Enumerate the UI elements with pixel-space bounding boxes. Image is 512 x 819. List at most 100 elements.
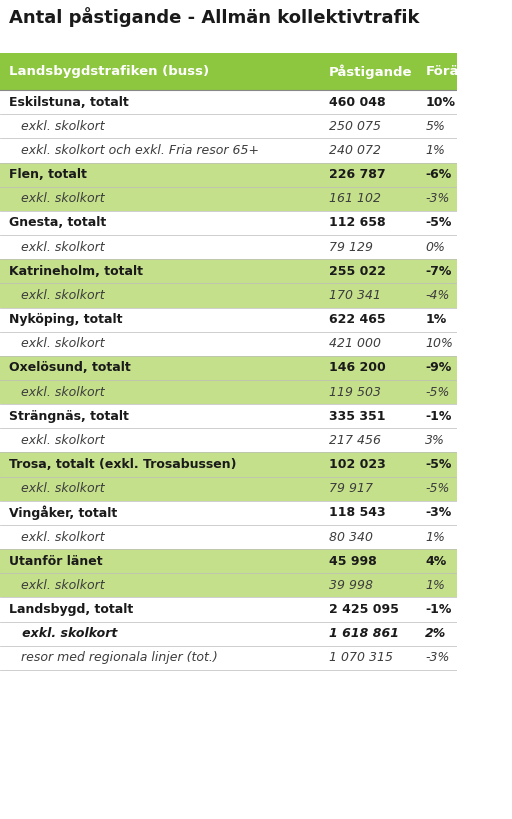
Text: exkl. skolkort: exkl. skolkort [9, 386, 105, 399]
Text: 118 543: 118 543 [329, 506, 386, 519]
Text: Påstigande: Påstigande [329, 65, 413, 79]
Text: 102 023: 102 023 [329, 458, 386, 471]
Text: -1%: -1% [425, 410, 452, 423]
Text: 1%: 1% [425, 144, 445, 157]
FancyBboxPatch shape [0, 115, 457, 138]
Text: -6%: -6% [425, 168, 452, 181]
Text: -3%: -3% [425, 192, 450, 206]
Text: Katrineholm, totalt: Katrineholm, totalt [9, 265, 143, 278]
FancyBboxPatch shape [0, 477, 457, 501]
Text: Landsbygdstrafiken (buss): Landsbygdstrafiken (buss) [9, 66, 209, 78]
Text: Eskilstuna, totalt: Eskilstuna, totalt [9, 96, 129, 109]
Text: 45 998: 45 998 [329, 554, 377, 568]
FancyBboxPatch shape [0, 163, 457, 187]
Text: -1%: -1% [425, 603, 452, 616]
Text: 80 340: 80 340 [329, 531, 373, 544]
Text: 39 998: 39 998 [329, 579, 373, 592]
Text: 460 048: 460 048 [329, 96, 386, 109]
Text: -5%: -5% [425, 216, 452, 229]
Text: exkl. skolkort: exkl. skolkort [9, 579, 105, 592]
Text: Utanför länet: Utanför länet [9, 554, 103, 568]
FancyBboxPatch shape [0, 598, 457, 622]
Text: 4%: 4% [425, 554, 446, 568]
Text: 1%: 1% [425, 313, 446, 326]
Text: 161 102: 161 102 [329, 192, 381, 206]
Text: 250 075: 250 075 [329, 120, 381, 133]
FancyBboxPatch shape [0, 211, 457, 235]
FancyBboxPatch shape [0, 428, 457, 452]
FancyBboxPatch shape [0, 452, 457, 477]
Text: Trosa, totalt (exkl. Trosabussen): Trosa, totalt (exkl. Trosabussen) [9, 458, 237, 471]
Text: Flen, totalt: Flen, totalt [9, 168, 87, 181]
Text: exkl. skolkort: exkl. skolkort [9, 120, 105, 133]
FancyBboxPatch shape [0, 525, 457, 550]
Text: 335 351: 335 351 [329, 410, 386, 423]
FancyBboxPatch shape [0, 405, 457, 428]
FancyBboxPatch shape [0, 53, 457, 90]
Text: 1%: 1% [425, 579, 445, 592]
FancyBboxPatch shape [0, 501, 457, 525]
Text: 3%: 3% [425, 434, 445, 447]
Text: 2%: 2% [425, 627, 446, 640]
FancyBboxPatch shape [0, 235, 457, 260]
Text: 5%: 5% [425, 120, 445, 133]
FancyBboxPatch shape [0, 646, 457, 670]
FancyBboxPatch shape [0, 380, 457, 405]
Text: resor med regionala linjer (tot.): resor med regionala linjer (tot.) [9, 651, 218, 664]
FancyBboxPatch shape [0, 260, 457, 283]
Text: 217 456: 217 456 [329, 434, 381, 447]
Text: -7%: -7% [425, 265, 452, 278]
Text: Vingåker, totalt: Vingåker, totalt [9, 505, 117, 520]
Text: 119 503: 119 503 [329, 386, 381, 399]
FancyBboxPatch shape [0, 622, 457, 646]
Text: 1 070 315: 1 070 315 [329, 651, 393, 664]
Text: Landsbygd, totalt: Landsbygd, totalt [9, 603, 134, 616]
Text: 240 072: 240 072 [329, 144, 381, 157]
FancyBboxPatch shape [0, 573, 457, 598]
Text: exkl. skolkort och exkl. Fria resor 65+: exkl. skolkort och exkl. Fria resor 65+ [9, 144, 259, 157]
Text: 622 465: 622 465 [329, 313, 386, 326]
Text: exkl. skolkort: exkl. skolkort [9, 192, 105, 206]
Text: exkl. skolkort: exkl. skolkort [9, 241, 105, 254]
Text: 79 917: 79 917 [329, 482, 373, 495]
Text: Förändring: Förändring [425, 66, 508, 78]
Text: exkl. skolkort: exkl. skolkort [9, 434, 105, 447]
Text: -5%: -5% [425, 458, 452, 471]
FancyBboxPatch shape [0, 283, 457, 308]
Text: exkl. skolkort: exkl. skolkort [9, 531, 105, 544]
Text: -9%: -9% [425, 361, 452, 374]
Text: -3%: -3% [425, 651, 450, 664]
Text: Strängnäs, totalt: Strängnäs, totalt [9, 410, 129, 423]
Text: -5%: -5% [425, 482, 450, 495]
Text: 2 425 095: 2 425 095 [329, 603, 399, 616]
FancyBboxPatch shape [0, 187, 457, 211]
Text: 226 787: 226 787 [329, 168, 386, 181]
Text: 421 000: 421 000 [329, 337, 381, 351]
Text: 1%: 1% [425, 531, 445, 544]
Text: Oxelösund, totalt: Oxelösund, totalt [9, 361, 131, 374]
Text: 255 022: 255 022 [329, 265, 386, 278]
Text: exkl. skolkort: exkl. skolkort [9, 627, 118, 640]
Text: -5%: -5% [425, 386, 450, 399]
Text: 146 200: 146 200 [329, 361, 386, 374]
Text: Antal påstigande - Allmän kollektivtrafik: Antal påstigande - Allmän kollektivtrafi… [9, 7, 420, 26]
Text: -3%: -3% [425, 506, 452, 519]
Text: -4%: -4% [425, 289, 450, 302]
FancyBboxPatch shape [0, 138, 457, 163]
Text: exkl. skolkort: exkl. skolkort [9, 289, 105, 302]
Text: exkl. skolkort: exkl. skolkort [9, 337, 105, 351]
Text: 112 658: 112 658 [329, 216, 386, 229]
FancyBboxPatch shape [0, 308, 457, 332]
Text: 170 341: 170 341 [329, 289, 381, 302]
Text: exkl. skolkort: exkl. skolkort [9, 482, 105, 495]
FancyBboxPatch shape [0, 550, 457, 573]
FancyBboxPatch shape [0, 90, 457, 115]
Text: 10%: 10% [425, 337, 453, 351]
FancyBboxPatch shape [0, 332, 457, 356]
Text: Nyköping, totalt: Nyköping, totalt [9, 313, 123, 326]
FancyBboxPatch shape [0, 356, 457, 380]
Text: 1 618 861: 1 618 861 [329, 627, 399, 640]
Text: 10%: 10% [425, 96, 455, 109]
Text: 79 129: 79 129 [329, 241, 373, 254]
Text: 0%: 0% [425, 241, 445, 254]
